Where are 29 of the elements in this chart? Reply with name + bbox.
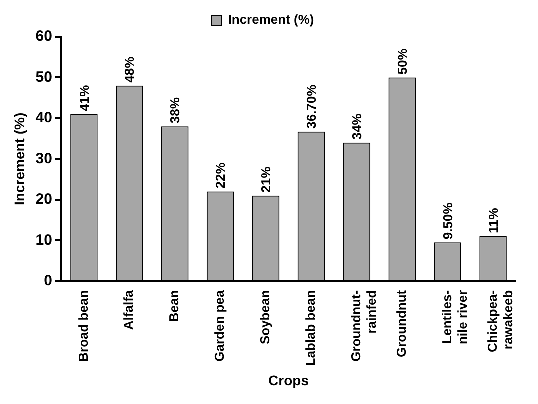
data-label: 38% [168, 97, 183, 124]
x-tick-label: Groundnut [394, 290, 409, 358]
y-tick-label: 50 [36, 68, 52, 86]
x-tick-label: Broad bean [76, 290, 91, 362]
data-label: 48% [122, 56, 138, 83]
y-tick-label: 20 [36, 191, 52, 208]
data-label: 36.70% [304, 84, 320, 129]
x-tick-label: Groundnut-rainfed [348, 290, 380, 362]
x-tick-label: Bean [166, 290, 182, 322]
y-tick-label: 0 [44, 272, 52, 290]
data-label: 9.50% [440, 202, 456, 240]
x-axis-title: Crops [268, 372, 310, 388]
data-label: 21% [258, 166, 274, 193]
y-tick-label: 30 [36, 150, 52, 168]
x-tick-label: Lablab bean [303, 290, 318, 366]
x-tick-label: Lentiles-nile river [439, 290, 470, 345]
data-label: 41% [76, 84, 92, 112]
x-tick-label: Garden pea [212, 290, 228, 362]
y-axis-title: Increment (%) [11, 112, 28, 206]
y-tick-label: 40 [36, 110, 52, 127]
data-label: 11% [486, 208, 501, 234]
data-label: 22% [213, 162, 228, 189]
y-tick-label: 60 [36, 28, 52, 46]
y-tick-label: 10 [36, 232, 52, 249]
data-label: 34% [350, 113, 365, 140]
x-tick-label: Alfalfa [121, 290, 136, 330]
x-tick-label: Soybean [258, 290, 273, 345]
legend-label: Increment (%) [228, 12, 314, 28]
data-label: 50% [394, 48, 410, 75]
